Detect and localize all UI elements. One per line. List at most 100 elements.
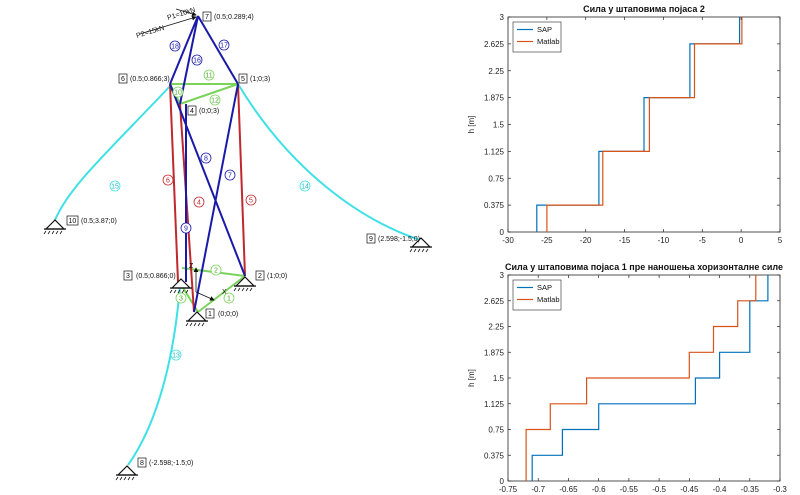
- legend-box: [512, 21, 562, 53]
- legend-label: Matlab: [537, 295, 560, 304]
- blue-members: [169, 15, 246, 313]
- svg-text:3: 3: [179, 296, 183, 303]
- y-tick-label: 2.25: [488, 67, 504, 76]
- y-tick-label: 0.375: [484, 201, 505, 210]
- svg-text:10: 10: [174, 90, 182, 97]
- x-tick-label: 0: [739, 236, 744, 245]
- y-tick-label: 2.25: [488, 323, 504, 332]
- svg-text:6: 6: [121, 76, 125, 83]
- load-p2-arrow: [139, 15, 197, 35]
- svg-text:16: 16: [193, 58, 201, 65]
- svg-text:5: 5: [249, 198, 253, 205]
- svg-text:5: 5: [241, 76, 245, 83]
- svg-text:(0.5;3.87;0): (0.5;3.87;0): [81, 218, 117, 225]
- svg-text:(1;0;3): (1;0;3): [250, 76, 270, 83]
- x-tick-label: -10: [658, 236, 670, 245]
- svg-text:6: 6: [166, 178, 170, 185]
- svg-text:1: 1: [227, 296, 231, 303]
- member-15-number: 15: [109, 180, 121, 192]
- chart-title: Сила у штаповима појаса 1 пре наношења х…: [505, 262, 783, 272]
- support-node-1-icon: [185, 311, 208, 327]
- svg-text:14: 14: [301, 184, 309, 191]
- legend-label: SAP: [537, 25, 552, 34]
- load-p1-arrow: [175, 8, 197, 17]
- y-tick-label: 3: [500, 271, 505, 280]
- member-2-number: 2: [210, 264, 222, 276]
- y-tick-label: 1.5: [493, 121, 505, 130]
- svg-text:(1;0;0): (1;0;0): [267, 273, 287, 280]
- series-line-matlab: [525, 275, 757, 481]
- member-5-number: 5: [245, 194, 257, 206]
- svg-text:9: 9: [369, 236, 373, 243]
- member-11-number: 11: [203, 69, 215, 81]
- member-7-number: 7: [224, 169, 236, 181]
- x-tick-label: 5: [778, 236, 783, 245]
- svg-text:17: 17: [220, 43, 228, 50]
- svg-text:(-2.598;-1.5;0): (-2.598;-1.5;0): [149, 460, 193, 467]
- member-12-number: 12: [209, 94, 221, 106]
- node-9-label: 9 (2.598;-1.5;0): [366, 233, 420, 244]
- y-tick-label: 1.875: [484, 94, 505, 103]
- y-tick-label: 0.75: [488, 426, 504, 435]
- svg-text:4: 4: [190, 108, 194, 115]
- y-tick-label: 0: [500, 228, 505, 237]
- support-node-8-icon: [115, 465, 138, 481]
- y-tick-label: 0.75: [488, 174, 504, 183]
- node-labels: 1 (0;0;0) 2 (1;0;0) 3 (0.5;0.866;0) 4 (0…: [66, 11, 420, 468]
- x-tick-label: -0.55: [620, 485, 639, 494]
- y-tick-label: 0.375: [484, 451, 505, 460]
- svg-text:15: 15: [111, 184, 119, 191]
- x-tick-label: -0.6: [592, 485, 606, 494]
- svg-text:2: 2: [258, 273, 262, 280]
- x-tick-label: -0.5: [652, 485, 666, 494]
- y-axis-label: h [m]: [467, 369, 476, 387]
- y-tick-label: 1.125: [484, 400, 505, 409]
- structure-diagram: P2=15kN P1=10kN Z X: [43, 7, 432, 481]
- member-18-line: [169, 15, 199, 85]
- load-p1-label: P1=10kN: [167, 7, 197, 22]
- support-node-9-icon: [409, 237, 432, 253]
- member-18-number: 18: [169, 40, 181, 52]
- x-tick-label: -0.75: [499, 485, 518, 494]
- member-13-line: [54, 83, 173, 221]
- member-6-line: [169, 83, 179, 283]
- svg-text:3: 3: [126, 273, 130, 280]
- member-17-number: 17: [218, 39, 230, 51]
- x-tick-label: -0.3: [773, 485, 787, 494]
- svg-text:9: 9: [184, 226, 188, 233]
- node-10-label: 10 (0.5;3.87;0): [66, 215, 117, 226]
- svg-text:7: 7: [205, 14, 209, 21]
- x-tick-label: -0.65: [559, 485, 578, 494]
- x-tick-label: -5: [699, 236, 707, 245]
- member-10-number: 10: [172, 86, 184, 98]
- chart-force-belt-1: Сила у штаповима појаса 1 пре наношења х…: [467, 262, 787, 494]
- node-3-label: 3 (0.5;0.866;0): [123, 270, 176, 281]
- node-5-label: 5 (1;0;3): [238, 73, 270, 84]
- svg-text:7: 7: [228, 173, 232, 180]
- legend-label: SAP: [537, 283, 552, 292]
- y-tick-label: 3: [500, 13, 505, 22]
- x-tick-label: -20: [580, 236, 592, 245]
- svg-text:11: 11: [205, 73, 212, 80]
- x-axis-arrow: [195, 291, 215, 301]
- member-1-number: 1: [223, 292, 235, 304]
- member-14-line: [237, 83, 421, 241]
- local-axes: Z X: [189, 263, 227, 301]
- member-4-number: 4: [193, 196, 205, 208]
- member-8-line: [169, 83, 246, 277]
- series-line-matlab: [546, 17, 743, 232]
- y-tick-label: 1.875: [484, 348, 505, 357]
- x-tick-label: -0.4: [713, 485, 727, 494]
- svg-text:2: 2: [214, 268, 218, 275]
- member-14-number: 14: [299, 180, 311, 192]
- y-tick-label: 2.625: [484, 297, 505, 306]
- svg-text:(0;0;3): (0;0;3): [199, 108, 219, 115]
- chart-title: Сила у штаповима појаса 2: [583, 4, 705, 14]
- svg-text:10: 10: [69, 218, 77, 225]
- node-7-label: 7 (0.5;0.289;4): [202, 11, 254, 22]
- node-8-label: 8 (-2.598;-1.5;0): [137, 457, 193, 468]
- x-tick-label: -0.35: [741, 485, 760, 494]
- red-members: [169, 83, 246, 313]
- svg-text:12: 12: [211, 98, 219, 105]
